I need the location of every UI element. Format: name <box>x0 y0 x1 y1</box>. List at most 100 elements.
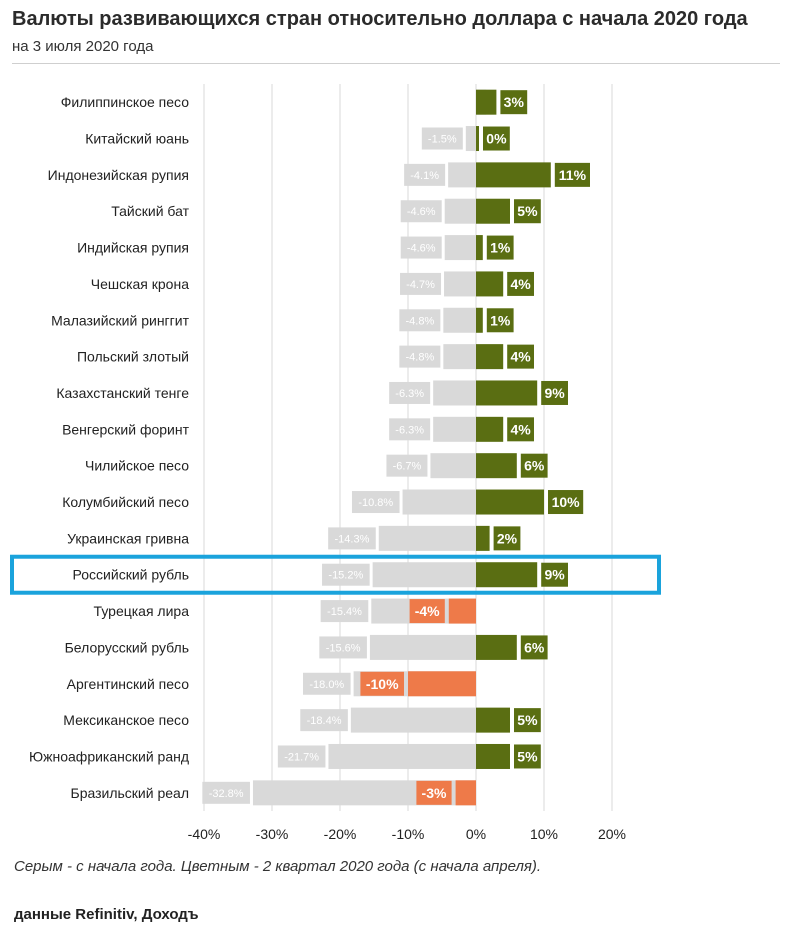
q2-bar <box>476 162 551 188</box>
ytd-bar <box>443 344 476 370</box>
ytd-label-box <box>351 491 400 514</box>
category-label: Аргентинский песо <box>67 676 190 692</box>
q2-label-box <box>507 271 534 296</box>
q2-bars: 3% 0% 11% 5% 1% 4% 1% 4% 9% 4% 6% 10% 2% 9% -4% 6% -10% 5… <box>360 89 590 806</box>
q2-label: 10% <box>552 494 581 510</box>
q2-label-box <box>514 744 541 769</box>
ytd-label: -21.7% <box>284 751 319 763</box>
category-label: Мексиканское песо <box>63 712 189 728</box>
ytd-bar <box>328 743 476 769</box>
q2-label-box <box>514 708 541 733</box>
ytd-label-box <box>399 345 441 368</box>
q2-label-box <box>486 235 514 260</box>
q2-label-box <box>416 780 452 805</box>
category-label: Филиппинское песо <box>61 94 189 110</box>
q2-bar <box>448 598 476 624</box>
q2-label: -3% <box>422 785 447 801</box>
q2-bar <box>476 634 517 660</box>
q2-bar <box>476 562 538 588</box>
title-divider <box>12 63 780 64</box>
ytd-bar <box>350 707 476 733</box>
q2-label: 5% <box>517 203 538 219</box>
x-tick-label: -20% <box>324 826 357 842</box>
ytd-label-box <box>389 418 431 441</box>
q2-label-box <box>486 308 514 333</box>
ytd-bar <box>402 489 476 515</box>
category-label: Колумбийский песо <box>62 494 189 510</box>
q2-label-box <box>409 599 445 624</box>
ytd-bar <box>430 453 476 479</box>
category-label: Чешская крона <box>91 276 189 292</box>
ytd-label: -10.8% <box>358 497 393 509</box>
category-label: Чилийское песо <box>85 458 189 474</box>
ytd-label-box <box>400 272 442 295</box>
q2-bar <box>476 453 517 479</box>
q2-bar <box>476 235 483 261</box>
legend-note: Серым - с начала года. Цветным - 2 кварт… <box>14 858 542 875</box>
chart-subtitle: на 3 июля 2020 года <box>12 38 154 55</box>
category-label: Украинская гривна <box>67 530 189 546</box>
ytd-label-box <box>389 381 431 404</box>
q2-label: 11% <box>559 167 587 183</box>
q2-label-box <box>507 417 534 442</box>
ytd-label-box <box>303 672 351 695</box>
q2-label: 6% <box>524 639 545 655</box>
x-tick-label: 0% <box>466 826 486 842</box>
ytd-bar <box>433 380 476 406</box>
q2-label-box <box>520 453 548 478</box>
ytd-label-box <box>421 127 463 150</box>
q2-bar <box>476 89 497 115</box>
ytd-label: -18.4% <box>307 715 342 727</box>
q2-label: -4% <box>415 603 440 619</box>
chart-title: Валюты развивающихся стран относительно … <box>12 8 748 30</box>
ytd-bars: -1.5% -4.1% -4.6% -4.6% -4.7% -4.8% -4.8% -6.3%… <box>202 89 487 806</box>
x-tick-label: -30% <box>256 826 289 842</box>
category-label: Турецкая лира <box>94 603 190 619</box>
ytd-label-box <box>399 309 441 332</box>
category-label: Бразильский реал <box>71 785 190 801</box>
q2-bar <box>455 780 476 806</box>
ytd-bar <box>369 634 476 660</box>
bar-chart: -1.5% -4.1% -4.6% -4.6% -4.7% -4.8% -4.8% -6.3%… <box>10 84 661 842</box>
q2-label: -10% <box>366 676 399 692</box>
q2-bar <box>476 198 510 224</box>
q2-label-box <box>493 526 521 551</box>
q2-bar <box>408 671 476 697</box>
category-label: Южноафриканский ранд <box>29 748 189 764</box>
q2-label: 5% <box>517 748 538 764</box>
ytd-bar <box>444 271 476 297</box>
q2-bar <box>476 380 538 406</box>
ytd-label-box <box>322 563 370 586</box>
category-label: Индонезийская рупия <box>48 167 189 183</box>
q2-label: 4% <box>510 276 531 292</box>
q2-label: 9% <box>544 567 565 583</box>
ytd-label-box <box>400 236 442 259</box>
source-credit: данные Refinitiv, Доходъ <box>14 906 199 923</box>
q2-label: 9% <box>544 385 565 401</box>
ytd-label: -15.6% <box>326 642 361 654</box>
ytd-label: -4.6% <box>407 243 436 255</box>
highlight-box <box>10 554 661 595</box>
q2-label: 2% <box>497 530 518 546</box>
ytd-bar <box>444 235 476 261</box>
q2-label-box <box>360 671 404 696</box>
category-label: Российский рубль <box>73 567 189 583</box>
category-labels: Филиппинское песо Китайский юань Индонезий… <box>29 94 190 801</box>
ytd-label-box <box>404 163 446 186</box>
q2-label: 4% <box>510 349 531 365</box>
q2-label: 6% <box>524 458 545 474</box>
q2-bar <box>476 271 504 297</box>
q2-label-box <box>514 199 541 224</box>
q2-label: 3% <box>504 94 525 110</box>
ytd-label: -6.7% <box>393 461 422 473</box>
ytd-label: -32.8% <box>209 788 244 800</box>
category-label: Индийская рупия <box>77 240 189 256</box>
q2-label-box <box>548 490 584 515</box>
q2-label-box <box>554 162 590 187</box>
q2-label-box <box>483 126 510 151</box>
ytd-label-box <box>202 781 250 804</box>
ytd-label: -4.8% <box>405 315 434 327</box>
q2-bar <box>476 344 504 370</box>
ytd-label: -18.0% <box>309 679 344 691</box>
q2-bar <box>476 126 479 152</box>
